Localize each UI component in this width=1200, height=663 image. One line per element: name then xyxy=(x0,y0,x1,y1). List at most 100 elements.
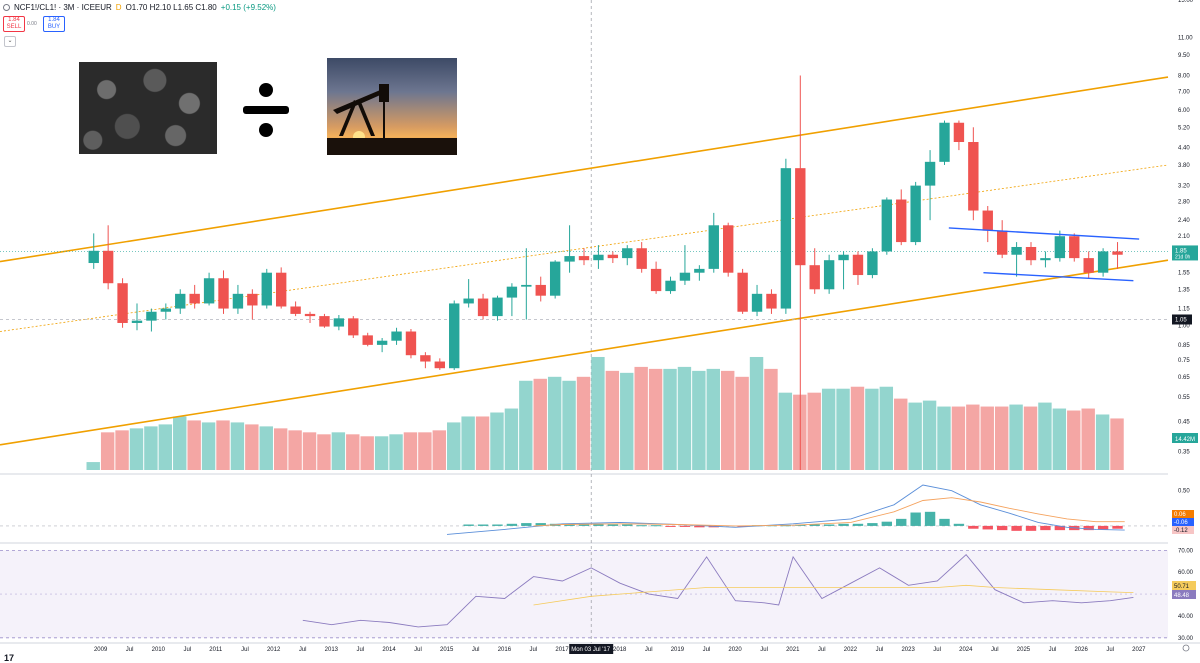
time-tick-label: Jul xyxy=(472,647,480,653)
volume-bar xyxy=(836,388,850,470)
macd-value-label: -0.06 xyxy=(1174,520,1188,526)
price-tick-label: 11.00 xyxy=(1178,35,1193,41)
candle-body xyxy=(275,272,287,307)
volume-bar xyxy=(677,366,692,470)
time-tick-label: Jul xyxy=(760,647,768,653)
volume-bar xyxy=(418,432,432,470)
volume-bar xyxy=(360,436,374,470)
candle-body xyxy=(823,260,835,290)
volume-bar xyxy=(317,434,331,470)
time-tick-label: Jul xyxy=(530,647,538,653)
collapse-legend-button[interactable]: ⌄ xyxy=(4,36,16,47)
volume-bar xyxy=(1095,414,1110,470)
candle-body xyxy=(290,306,301,314)
volume-bar xyxy=(403,432,418,470)
volume-bar xyxy=(706,368,720,470)
ohlc-values: O1.70 H2.10 L1.65 C1.80 xyxy=(125,3,217,12)
rsi-tick-label: 30.00 xyxy=(1178,636,1194,642)
candle-body xyxy=(247,293,258,306)
candle-body xyxy=(982,210,993,231)
candle-body xyxy=(694,268,705,273)
macd-histogram-bar xyxy=(1054,525,1066,531)
volume-bar xyxy=(778,392,793,470)
volume-bar xyxy=(1009,404,1023,470)
macd-histogram-bar xyxy=(1040,525,1051,531)
volume-bar xyxy=(1052,408,1067,470)
volume-bar xyxy=(389,434,403,470)
time-tick-label: 2010 xyxy=(152,647,166,653)
volume-bar xyxy=(547,376,562,470)
volume-bar xyxy=(490,412,504,470)
volume-bar xyxy=(374,436,389,470)
time-tick-label: Jul xyxy=(126,647,134,653)
candle-body xyxy=(88,250,99,264)
rsi-value-bg xyxy=(1172,590,1196,599)
macd-histogram-bar xyxy=(593,524,604,526)
level-label: 1.05 xyxy=(1175,317,1187,323)
oil-pump-icon xyxy=(327,58,457,155)
time-tick-label: Jul xyxy=(876,647,884,653)
price-tick-label: 3.20 xyxy=(1178,184,1190,190)
candle-body xyxy=(881,199,893,252)
price-tick-label: 7.00 xyxy=(1178,90,1190,96)
macd-histogram-bar xyxy=(982,525,993,530)
volume-bar xyxy=(865,388,879,470)
candle-body xyxy=(737,272,748,312)
volume-bar xyxy=(576,376,591,470)
candle-body xyxy=(968,142,979,211)
volume-bar xyxy=(173,416,187,470)
coal-icon xyxy=(79,62,217,154)
time-tick-label: 2017 xyxy=(555,647,569,653)
price-tick-label: 1.35 xyxy=(1178,287,1190,293)
volume-bar xyxy=(620,372,634,470)
macd-histogram-bar xyxy=(852,523,864,526)
time-tick-label: 2018 xyxy=(613,647,627,653)
volume-bar xyxy=(346,434,360,470)
buy-label: BUY xyxy=(47,24,61,30)
volume-bar xyxy=(663,368,677,470)
time-tick-label: 2023 xyxy=(901,647,915,653)
candle-body xyxy=(463,298,474,304)
candle-body xyxy=(477,298,489,317)
volume-bar xyxy=(86,462,100,470)
macd-histogram-bar xyxy=(492,524,503,526)
volume-bar xyxy=(692,370,706,470)
sell-button[interactable]: 1.84 SELL xyxy=(3,16,25,32)
volume-bar xyxy=(273,428,288,470)
volume-bar xyxy=(302,432,317,470)
macd-histogram-bar xyxy=(477,524,489,526)
candle-body xyxy=(1112,251,1123,255)
macd-value-bg xyxy=(1172,518,1194,526)
volume-bar xyxy=(519,380,533,470)
volume-bar xyxy=(749,356,764,470)
time-tick-label: 2022 xyxy=(844,647,858,653)
volume-bar xyxy=(562,380,576,470)
macd-histogram-bar xyxy=(506,523,518,526)
time-tick-label: Jul xyxy=(241,647,249,653)
macd-histogram-bar xyxy=(1011,525,1022,531)
candle-body xyxy=(492,297,503,317)
volume-bar xyxy=(259,426,273,470)
volume-bar xyxy=(922,400,937,470)
volume-bar xyxy=(461,416,475,470)
macd-histogram-bar xyxy=(650,525,662,527)
time-tick-label: 2013 xyxy=(325,647,339,653)
macd-histogram-bar xyxy=(694,525,705,528)
volume-bar xyxy=(894,398,908,470)
candle-body xyxy=(838,254,849,261)
candle-body xyxy=(1054,236,1066,259)
time-tick-label: Jul xyxy=(356,647,364,653)
price-tick-label: 6.00 xyxy=(1178,108,1190,114)
macd-histogram-bar xyxy=(1025,525,1037,531)
volume-bar xyxy=(1067,410,1081,470)
volume-bar xyxy=(591,356,605,470)
time-tick-label: 2021 xyxy=(786,647,800,653)
candle-body xyxy=(1069,236,1080,259)
time-tick-label: 2011 xyxy=(209,647,223,653)
volume-bar xyxy=(187,420,201,470)
symbol-status-icon xyxy=(3,4,10,11)
symbol-title[interactable]: NCF1!/CL1! · 3M · ICEEUR xyxy=(14,3,112,12)
buy-button[interactable]: 1.84 BUY xyxy=(43,16,65,32)
macd-histogram-bar xyxy=(867,523,878,526)
